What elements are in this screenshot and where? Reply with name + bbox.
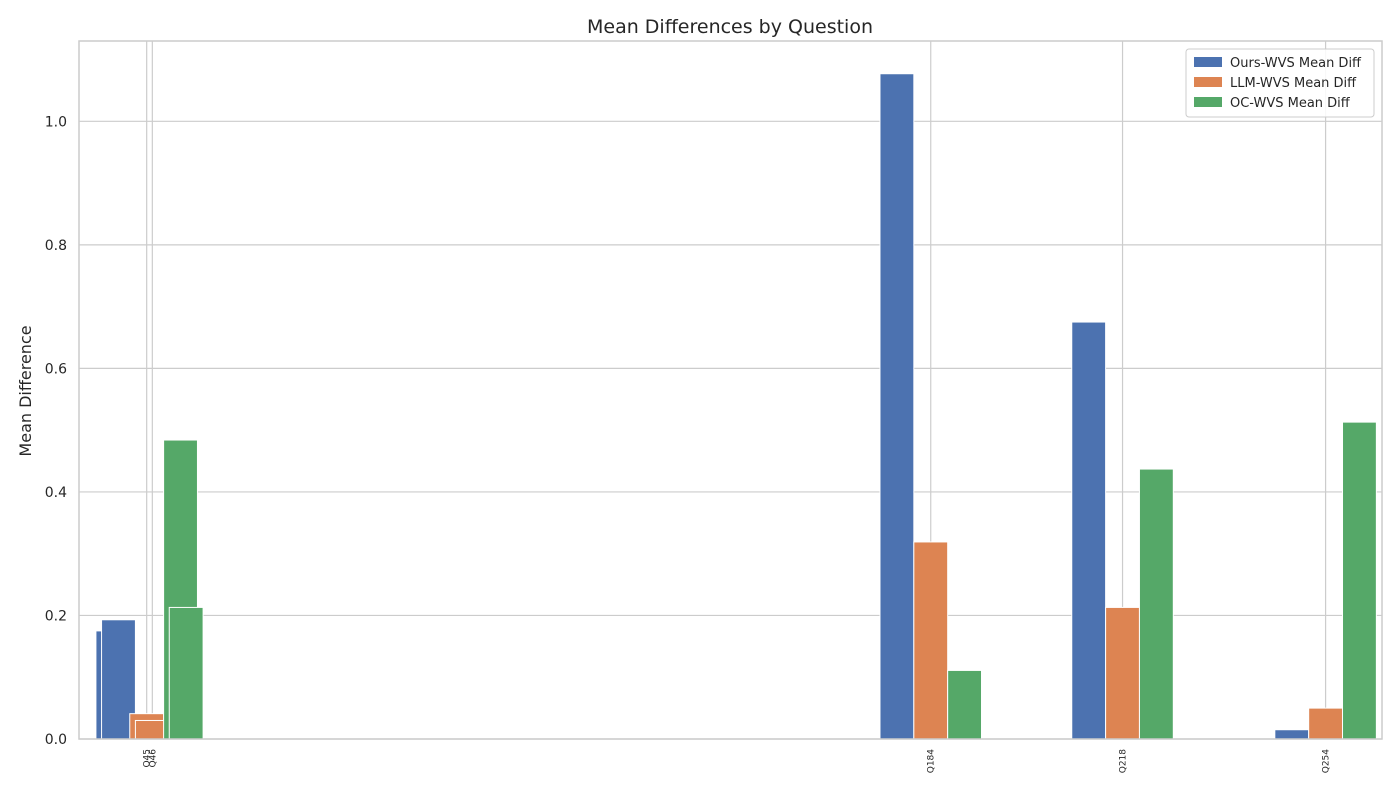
y-tick-label: 0.6 (45, 361, 67, 377)
bar-llm-wvs-q184 (913, 541, 949, 740)
legend-box (1185, 48, 1375, 118)
x-tick-label: Q218 (1119, 749, 1129, 774)
legend-swatch (1194, 77, 1222, 87)
y-tick-label: 0.0 (45, 732, 67, 748)
legend-label: Ours-WVS Mean Diff (1230, 56, 1362, 71)
bar-oc-wvs-q184 (947, 669, 983, 740)
x-tick-label: Q45 (143, 749, 153, 768)
bar-oc-wvs-q46 (168, 606, 204, 740)
chart-title: Mean Differences by Question (587, 16, 873, 38)
plot-frame (78, 40, 1383, 740)
bar-ours-wvs-q184 (879, 73, 915, 740)
bar-llm-wvs-q218 (1105, 606, 1140, 740)
y-tick-label: 0.2 (45, 608, 67, 624)
legend-label: OC-WVS Mean Diff (1230, 96, 1351, 111)
x-tick-label: Q254 (1322, 749, 1332, 774)
y-tick-label: 0.4 (45, 485, 67, 501)
x-tick-label: Q46 (148, 749, 158, 768)
legend-label: LLM-WVS Mean Diff (1230, 76, 1357, 91)
bar-oc-wvs-q218 (1138, 468, 1174, 740)
legend-swatch (1194, 97, 1222, 107)
bar-ours-wvs-q218 (1071, 321, 1107, 740)
legend: Ours-WVS Mean Diff LLM-WVS Mean Diff OC-WV… (1185, 48, 1375, 118)
bar-ours-wvs-q254 (1274, 729, 1310, 740)
y-tick-label: 1.0 (45, 114, 67, 130)
x-tick-label: Q184 (927, 749, 937, 774)
legend-swatch (1194, 57, 1222, 67)
bars (95, 73, 1377, 740)
y-axis-label: Mean Difference (16, 325, 35, 456)
grid-lines (79, 41, 1382, 740)
y-tick-label: 0.8 (45, 238, 67, 254)
bar-llm-wvs-q254 (1308, 707, 1344, 740)
bar-oc-wvs-q254 (1342, 421, 1377, 740)
